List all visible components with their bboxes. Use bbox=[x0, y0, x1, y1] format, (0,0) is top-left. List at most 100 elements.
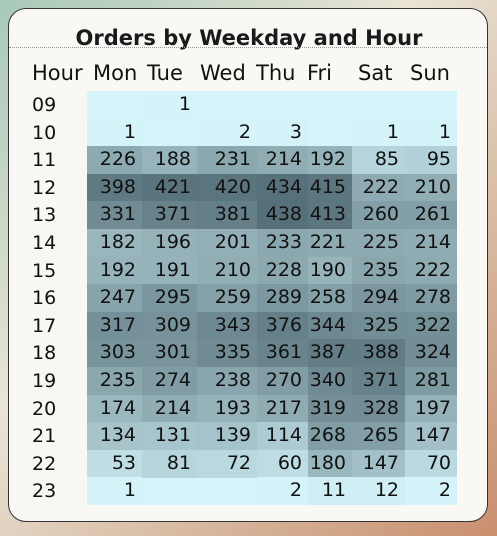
heatmap-cell: 259 bbox=[197, 284, 257, 313]
heatmap-cell: 190 bbox=[308, 256, 352, 285]
heatmap-cell: 381 bbox=[197, 201, 257, 230]
hour-label-21: 21 bbox=[32, 425, 57, 448]
column-header-mon: Mon bbox=[93, 61, 138, 85]
hour-label-13: 13 bbox=[32, 204, 57, 227]
heatmap-cell: 420 bbox=[197, 173, 257, 202]
heatmap-cell: 1 bbox=[142, 91, 197, 119]
heatmap-cell: 1 bbox=[352, 118, 405, 147]
heatmap-cell: 361 bbox=[257, 339, 308, 368]
heatmap-cell: 180 bbox=[308, 449, 352, 478]
heatmap-cell: 70 bbox=[405, 449, 457, 478]
heatmap-cell: 438 bbox=[257, 201, 308, 230]
heatmap-cell: 1 bbox=[405, 118, 457, 147]
heatmap-cell: 53 bbox=[87, 449, 142, 478]
heatmap-cell: 319 bbox=[308, 394, 352, 423]
heatmap-cell: 85 bbox=[352, 146, 405, 175]
column-header-sun: Sun bbox=[410, 61, 450, 85]
heatmap-cell: 221 bbox=[308, 229, 352, 257]
heatmap-cell: 134 bbox=[87, 422, 142, 451]
heatmap-cell: 3 bbox=[257, 118, 308, 147]
heatmap-cell: 281 bbox=[405, 367, 457, 395]
hour-label-23: 23 bbox=[32, 480, 57, 503]
heatmap-cell: 235 bbox=[352, 256, 405, 285]
column-header-fri: Fri bbox=[307, 61, 333, 85]
heatmap-cell: 238 bbox=[197, 367, 257, 395]
heatmap-card: Orders by Weekday and Hour Hour Mon Tue Wed… bbox=[8, 8, 488, 522]
heatmap-cell: 398 bbox=[87, 173, 142, 202]
heatmap-cell: 328 bbox=[352, 394, 405, 423]
heatmap-cell: 217 bbox=[257, 394, 308, 423]
heatmap-cell: 2 bbox=[197, 118, 257, 147]
heatmap-cell bbox=[142, 119, 197, 147]
heatmap-cell: 95 bbox=[405, 146, 457, 175]
heatmap-grid: 1 1 2 3 1 1 226 188 231 214 192 85 95 398 421 420 434 415… bbox=[87, 91, 457, 506]
heatmap-cell: 210 bbox=[197, 256, 257, 285]
hour-label-18: 18 bbox=[32, 342, 57, 365]
heatmap-cell: 214 bbox=[405, 229, 457, 257]
heatmap-cell: 294 bbox=[352, 284, 405, 313]
heatmap-cell bbox=[197, 477, 257, 505]
heatmap-cell: 371 bbox=[142, 201, 197, 230]
heatmap-cell: 303 bbox=[87, 339, 142, 368]
column-header-wed: Wed bbox=[200, 61, 246, 85]
heatmap-cell: 376 bbox=[257, 311, 308, 340]
heatmap-cell: 434 bbox=[257, 173, 308, 202]
heatmap-cell bbox=[405, 91, 457, 119]
heatmap-cell: 72 bbox=[197, 449, 257, 478]
hour-label-09: 09 bbox=[32, 94, 57, 116]
hour-label-22: 22 bbox=[32, 452, 57, 475]
heatmap-cell bbox=[142, 477, 197, 505]
heatmap-cell: 228 bbox=[257, 256, 308, 285]
heatmap-cell: 344 bbox=[308, 311, 352, 340]
heatmap-cell: 258 bbox=[308, 284, 352, 313]
heatmap-cell: 188 bbox=[142, 146, 197, 175]
heatmap-cell: 147 bbox=[352, 449, 405, 478]
heatmap-cell: 131 bbox=[142, 422, 197, 451]
row-header-label: Hour bbox=[32, 61, 83, 85]
heatmap-cell: 193 bbox=[197, 394, 257, 423]
heatmap-cell: 261 bbox=[405, 201, 457, 230]
heatmap-cell: 210 bbox=[405, 173, 457, 202]
heatmap-cell: 322 bbox=[405, 311, 457, 340]
hour-column bbox=[26, 88, 86, 505]
heatmap-cell: 147 bbox=[405, 422, 457, 451]
heatmap-cell: 201 bbox=[197, 229, 257, 257]
hour-label-14: 14 bbox=[32, 232, 57, 254]
heatmap-cell: 114 bbox=[257, 422, 308, 451]
heatmap-cell: 196 bbox=[142, 229, 197, 257]
heatmap-cell: 413 bbox=[308, 201, 352, 230]
heatmap-cell bbox=[197, 91, 257, 119]
heatmap-cell: 415 bbox=[308, 173, 352, 202]
title-divider bbox=[9, 47, 487, 48]
heatmap-cell: 197 bbox=[405, 394, 457, 423]
column-header-thu: Thu bbox=[256, 61, 296, 85]
heatmap-cell: 270 bbox=[257, 367, 308, 395]
heatmap-cell: 268 bbox=[308, 422, 352, 451]
heatmap-cell: 260 bbox=[352, 201, 405, 230]
heatmap-cell: 309 bbox=[142, 311, 197, 340]
heatmap-cell: 247 bbox=[87, 284, 142, 313]
heatmap-cell: 325 bbox=[352, 311, 405, 340]
heatmap-cell: 233 bbox=[257, 229, 308, 257]
hour-label-11: 11 bbox=[32, 149, 57, 172]
heatmap-cell bbox=[257, 91, 308, 119]
heatmap-cell: 231 bbox=[197, 146, 257, 175]
heatmap-cell bbox=[352, 91, 405, 119]
heatmap-cell: 2 bbox=[405, 477, 457, 506]
heatmap-cell: 295 bbox=[142, 284, 197, 313]
column-header-sat: Sat bbox=[358, 61, 393, 85]
hour-label-16: 16 bbox=[32, 287, 57, 310]
heatmap-cell: 222 bbox=[352, 173, 405, 202]
heatmap-cell: 388 bbox=[352, 339, 405, 368]
heatmap-cell: 335 bbox=[197, 339, 257, 368]
heatmap-cell: 214 bbox=[257, 146, 308, 175]
heatmap-cell: 421 bbox=[142, 173, 197, 202]
heatmap-cell bbox=[87, 91, 142, 119]
heatmap-cell: 2 bbox=[257, 477, 308, 506]
hour-label-19: 19 bbox=[32, 370, 57, 392]
heatmap-cell: 278 bbox=[405, 284, 457, 313]
heatmap-cell: 174 bbox=[87, 394, 142, 423]
heatmap-cell: 387 bbox=[308, 339, 352, 368]
heatmap-cell: 1 bbox=[87, 118, 142, 147]
heatmap-cell: 226 bbox=[87, 146, 142, 175]
